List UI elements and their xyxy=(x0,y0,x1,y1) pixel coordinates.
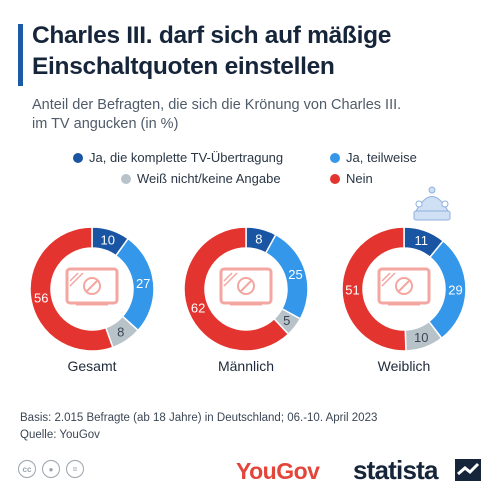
legend-label: Ja, die komplette TV-Übertragung xyxy=(89,150,284,165)
data-label: 10 xyxy=(414,330,428,345)
no-sign-icon xyxy=(83,277,101,295)
legend-label: Weiß nicht/keine Angabe xyxy=(137,171,281,186)
donut-segment xyxy=(341,226,407,352)
title-line-2: Einschaltquoten einstellen xyxy=(32,53,335,80)
legend-item-teilweise: Ja, teilweise xyxy=(330,150,417,165)
data-label: 56 xyxy=(34,290,48,305)
data-label: 27 xyxy=(136,276,150,291)
yougov-logo[interactable]: YouGov xyxy=(236,458,320,484)
title-accent-bar xyxy=(18,24,23,86)
group-label-maennlich: Männlich xyxy=(217,358,275,374)
cc-icon[interactable]: cc xyxy=(18,460,36,478)
statista-logo[interactable]: statista xyxy=(353,455,438,485)
legend-item-komplett: Ja, die komplette TV-Übertragung xyxy=(73,150,283,165)
subtitle-line-1: Anteil der Befragten, die sich die Krönu… xyxy=(32,97,402,113)
data-label: 8 xyxy=(117,324,124,339)
legend-item-nein: Nein xyxy=(330,171,373,186)
donut-segment xyxy=(183,226,290,352)
legend-label: Nein xyxy=(346,171,373,186)
statista-mark-icon xyxy=(455,459,481,481)
tv-glare-icon xyxy=(223,272,238,287)
footer-source: Quelle: YouGov xyxy=(20,429,100,441)
data-label: 62 xyxy=(191,300,205,315)
data-label: 29 xyxy=(448,282,462,297)
data-label: 25 xyxy=(288,267,302,282)
subtitle-line-2: im TV angucken (in %) xyxy=(32,116,179,132)
footer-notes: Basis: 2.015 Befragte (ab 18 Jahre) in D… xyxy=(20,410,377,444)
crown-band-icon xyxy=(413,210,451,221)
legend-label: Ja, teilweise xyxy=(346,150,417,165)
no-sign-icon xyxy=(395,277,413,295)
tv-glare-icon xyxy=(223,272,233,282)
no-sign-slash-icon xyxy=(397,279,411,293)
by-icon[interactable]: ● xyxy=(42,460,60,478)
equals-icon[interactable]: = xyxy=(66,460,84,478)
group-label-gesamt: Gesamt xyxy=(67,358,117,374)
legend-swatch-light-blue xyxy=(330,152,340,163)
page-title: Charles III. darf sich auf mäßige Einsch… xyxy=(32,20,487,82)
no-sign-slash-icon xyxy=(85,279,99,293)
footer-basis: Basis: 2.015 Befragte (ab 18 Jahre) in D… xyxy=(20,412,378,424)
tv-glare-icon xyxy=(381,272,391,282)
tv-glare-icon xyxy=(381,272,396,287)
title-line-1: Charles III. darf sich auf mäßige xyxy=(32,22,392,49)
data-label: 5 xyxy=(283,313,290,328)
crown-jewel-icon xyxy=(441,200,449,208)
page-subtitle: Anteil der Befragten, die sich die Krönu… xyxy=(32,96,487,134)
legend-swatch-dark-blue xyxy=(73,152,83,163)
crown-jewel-icon xyxy=(415,200,423,208)
no-sign-slash-icon xyxy=(239,279,253,293)
data-label: 11 xyxy=(415,233,429,248)
legend-swatch-gray xyxy=(121,173,131,184)
tv-glare-icon xyxy=(69,272,79,282)
license-icons: cc ● = xyxy=(18,460,84,478)
data-label: 51 xyxy=(345,282,359,297)
group-label-weiblich: Weiblich xyxy=(377,358,431,374)
crown-orb-icon xyxy=(428,186,436,194)
data-label: 8 xyxy=(255,232,262,247)
tv-glare-icon xyxy=(69,272,84,287)
donut-segment xyxy=(29,226,114,352)
data-label: 10 xyxy=(101,232,115,247)
legend-item-weiss-nicht: Weiß nicht/keine Angabe xyxy=(121,171,281,186)
legend-swatch-red xyxy=(330,173,340,184)
no-sign-icon xyxy=(237,277,255,295)
